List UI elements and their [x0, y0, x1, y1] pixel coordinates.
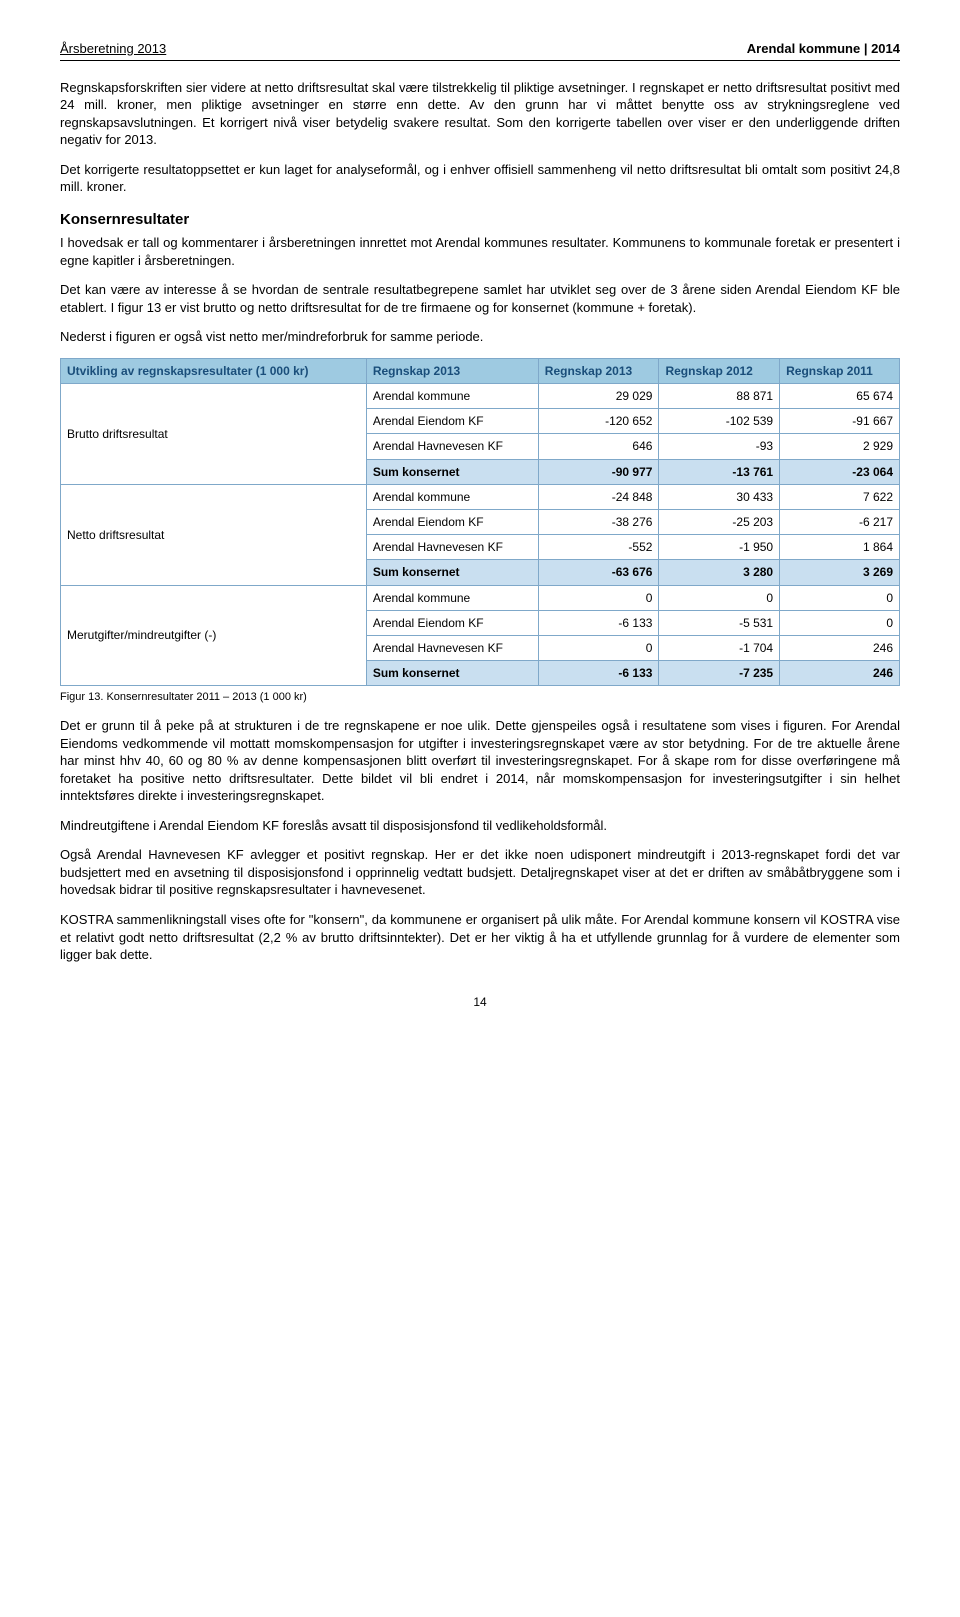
row-name: Arendal Havnevesen KF: [366, 635, 538, 660]
col-header: Regnskap 2011: [780, 358, 900, 383]
cell-value: -23 064: [780, 459, 900, 484]
group-label: Netto driftsresultat: [61, 484, 367, 585]
row-name: Sum konsernet: [366, 560, 538, 585]
cell-value: 3 280: [659, 560, 780, 585]
col-header: Regnskap 2012: [659, 358, 780, 383]
cell-value: -7 235: [659, 661, 780, 686]
header-left: Årsberetning 2013: [60, 40, 166, 58]
cell-value: -13 761: [659, 459, 780, 484]
cell-value: 88 871: [659, 384, 780, 409]
header-right: Arendal kommune | 2014: [747, 40, 900, 58]
cell-value: -1 950: [659, 535, 780, 560]
paragraph: Nederst i figuren er også vist netto mer…: [60, 328, 900, 346]
cell-value: -552: [538, 535, 659, 560]
col-header: Utvikling av regnskapsresultater (1 000 …: [61, 358, 367, 383]
cell-value: -6 133: [538, 610, 659, 635]
row-name: Arendal Eiendom KF: [366, 610, 538, 635]
cell-value: 65 674: [780, 384, 900, 409]
paragraph: KOSTRA sammenlikningstall vises ofte for…: [60, 911, 900, 964]
row-name: Arendal kommune: [366, 484, 538, 509]
row-name: Arendal Eiendom KF: [366, 409, 538, 434]
paragraph: I hovedsak er tall og kommentarer i årsb…: [60, 234, 900, 269]
cell-value: 0: [780, 610, 900, 635]
cell-value: 0: [780, 585, 900, 610]
cell-value: 646: [538, 434, 659, 459]
cell-value: -91 667: [780, 409, 900, 434]
row-name: Arendal kommune: [366, 585, 538, 610]
cell-value: 1 864: [780, 535, 900, 560]
row-name: Arendal Havnevesen KF: [366, 434, 538, 459]
row-name: Sum konsernet: [366, 661, 538, 686]
cell-value: 2 929: [780, 434, 900, 459]
paragraph: Det er grunn til å peke på at strukturen…: [60, 717, 900, 805]
cell-value: -1 704: [659, 635, 780, 660]
cell-value: 29 029: [538, 384, 659, 409]
section-heading: Konsernresultater: [60, 210, 900, 230]
col-header: Regnskap 2013: [366, 358, 538, 383]
cell-value: -102 539: [659, 409, 780, 434]
page-number: 14: [60, 994, 900, 1010]
cell-value: 246: [780, 661, 900, 686]
cell-value: 0: [659, 585, 780, 610]
cell-value: 0: [538, 635, 659, 660]
cell-value: -25 203: [659, 509, 780, 534]
cell-value: -63 676: [538, 560, 659, 585]
row-name: Arendal Havnevesen KF: [366, 535, 538, 560]
paragraph: Regnskapsforskriften sier videre at nett…: [60, 79, 900, 149]
paragraph: Mindreutgiftene i Arendal Eiendom KF for…: [60, 817, 900, 835]
cell-value: -6 133: [538, 661, 659, 686]
cell-value: 7 622: [780, 484, 900, 509]
group-label: Merutgifter/mindreutgifter (-): [61, 585, 367, 686]
cell-value: 246: [780, 635, 900, 660]
paragraph: Også Arendal Havnevesen KF avlegger et p…: [60, 846, 900, 899]
paragraph: Det korrigerte resultatoppsettet er kun …: [60, 161, 900, 196]
col-header: Regnskap 2013: [538, 358, 659, 383]
row-name: Sum konsernet: [366, 459, 538, 484]
cell-value: -24 848: [538, 484, 659, 509]
row-name: Arendal Eiendom KF: [366, 509, 538, 534]
cell-value: -5 531: [659, 610, 780, 635]
cell-value: -6 217: [780, 509, 900, 534]
page-header: Årsberetning 2013 Arendal kommune | 2014: [60, 40, 900, 61]
cell-value: 0: [538, 585, 659, 610]
cell-value: -120 652: [538, 409, 659, 434]
row-name: Arendal kommune: [366, 384, 538, 409]
cell-value: -90 977: [538, 459, 659, 484]
group-label: Brutto driftsresultat: [61, 384, 367, 485]
konsernresultater-table: Utvikling av regnskapsresultater (1 000 …: [60, 358, 900, 686]
cell-value: 30 433: [659, 484, 780, 509]
cell-value: -93: [659, 434, 780, 459]
figure-caption: Figur 13. Konsernresultater 2011 – 2013 …: [60, 690, 900, 705]
cell-value: 3 269: [780, 560, 900, 585]
cell-value: -38 276: [538, 509, 659, 534]
paragraph: Det kan være av interesse å se hvordan d…: [60, 281, 900, 316]
